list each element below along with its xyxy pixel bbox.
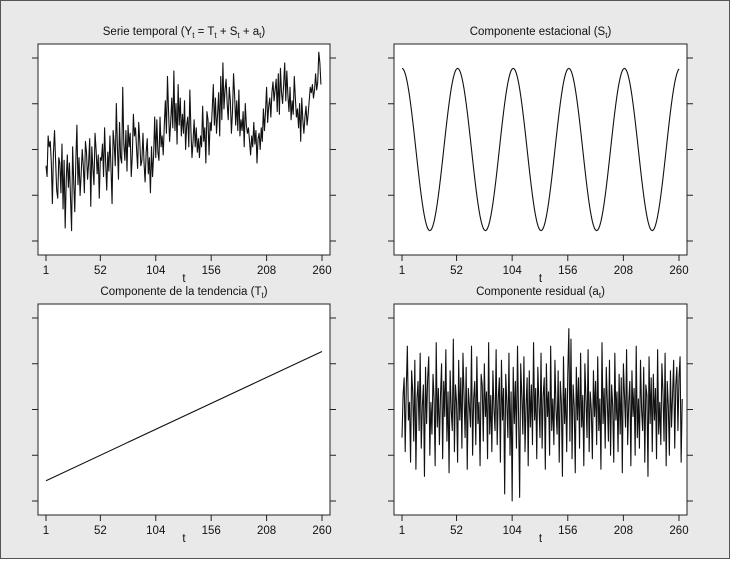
panel-title-part: Componente residual (a bbox=[476, 286, 599, 298]
panel-top-left: Serie temporal (Yt = Tt + St + at)1 52 104… bbox=[32, 26, 336, 285]
x-tick-label: 156 bbox=[202, 525, 221, 537]
plot-area bbox=[37, 303, 331, 516]
panel-title-part: t bbox=[192, 31, 195, 40]
panel-title: Componente residual (at) bbox=[476, 286, 605, 300]
x-tick-label: 104 bbox=[146, 525, 166, 537]
panel-title: Componente de la tendencia (Tt) bbox=[100, 286, 267, 300]
x-tick-label: 260 bbox=[312, 525, 331, 537]
x-tick-label: 208 bbox=[257, 265, 276, 277]
panel-title-part: t bbox=[599, 291, 602, 300]
panel-title: Serie temporal (Yt = Tt + St + at) bbox=[103, 26, 266, 40]
x-tick-label: 260 bbox=[669, 525, 688, 537]
x-tick-label: 1 bbox=[43, 265, 49, 277]
x-tick-label: 52 bbox=[94, 265, 107, 277]
series-line bbox=[401, 328, 683, 502]
panel-title-part: t bbox=[605, 31, 608, 40]
x-tick-label: 156 bbox=[558, 525, 577, 537]
series-line bbox=[45, 51, 322, 232]
x-axis-label: t bbox=[539, 533, 543, 545]
x-axis-label: t bbox=[182, 273, 186, 285]
x-tick-label: 104 bbox=[146, 265, 166, 277]
panel-title-part: Componente de la tendencia (T bbox=[100, 286, 261, 298]
panel-title-part: ) bbox=[601, 286, 605, 298]
x-tick-label: 104 bbox=[503, 265, 523, 277]
panel-title-part: Componente estacional (S bbox=[470, 26, 606, 38]
panel-title-part: t bbox=[237, 31, 240, 40]
panel-title-part: t bbox=[262, 291, 265, 300]
x-tick-label: 208 bbox=[257, 525, 276, 537]
plot-area bbox=[393, 43, 688, 256]
x-tick-label: 1 bbox=[399, 265, 405, 277]
series-line bbox=[45, 350, 323, 482]
x-tick-label: 260 bbox=[669, 265, 688, 277]
x-tick-label: 1 bbox=[399, 525, 405, 537]
panel-title-part: t bbox=[259, 31, 262, 40]
x-tick-label: 52 bbox=[450, 265, 463, 277]
panel-title: Componente estacional (St) bbox=[470, 26, 612, 40]
panel-title-part: Serie temporal (Y bbox=[103, 26, 193, 38]
panel-title-part: ) bbox=[261, 26, 265, 38]
panel-top-right: Componente estacional (St)1 52 104 156 208 26… bbox=[388, 26, 693, 285]
x-tick-label: 1 bbox=[43, 525, 49, 537]
x-axis-label: t bbox=[539, 273, 543, 285]
x-tick-label: 156 bbox=[558, 265, 577, 277]
panel-title-part: + S bbox=[217, 26, 238, 38]
x-tick-label: 260 bbox=[312, 265, 331, 277]
panel-bottom-left: Componente de la tendencia (Tt)1 52 104 156… bbox=[32, 286, 336, 545]
panel-title-part: ) bbox=[607, 26, 611, 38]
x-axis-label: t bbox=[182, 533, 186, 545]
x-tick-label: 52 bbox=[450, 525, 463, 537]
panel-title-part: = T bbox=[194, 26, 214, 38]
panel-title-part: ) bbox=[264, 286, 268, 298]
x-tick-label: 208 bbox=[614, 265, 633, 277]
x-tick-label: 104 bbox=[503, 525, 523, 537]
x-tick-label: 208 bbox=[614, 525, 633, 537]
series-line bbox=[401, 67, 680, 232]
x-tick-label: 156 bbox=[202, 265, 221, 277]
x-tick-label: 52 bbox=[94, 525, 107, 537]
panel-title-part: t bbox=[214, 31, 217, 40]
panel-title-part: + a bbox=[240, 26, 260, 38]
